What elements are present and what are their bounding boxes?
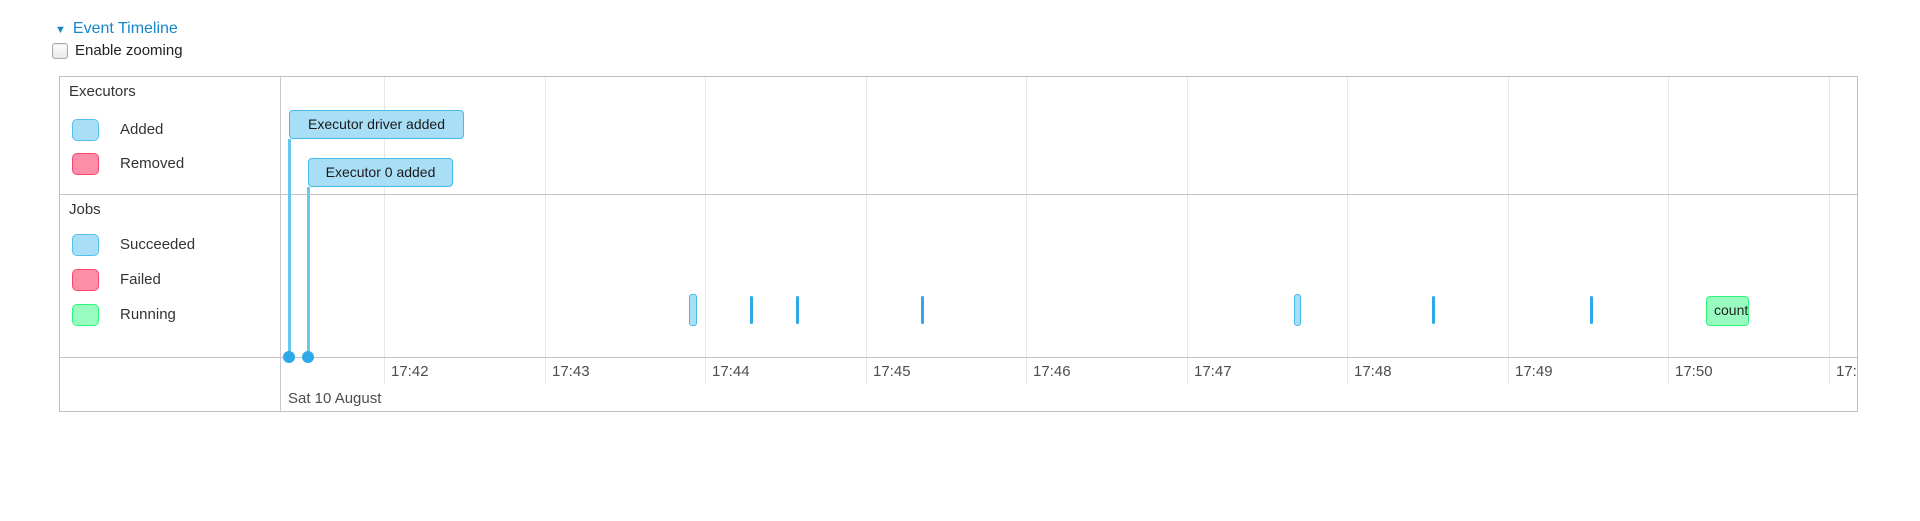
time-tick-label: 17:49 <box>1515 363 1553 380</box>
executor-event-box[interactable]: Executor 0 added <box>308 158 453 187</box>
axis-line <box>60 357 1857 358</box>
time-gridline <box>1829 77 1830 384</box>
enable-zooming-label: Enable zooming <box>75 42 183 59</box>
legend-swatch-added <box>72 119 99 141</box>
time-gridline <box>1347 77 1348 384</box>
time-gridline <box>384 77 385 384</box>
legend-section-title: Jobs <box>69 201 101 218</box>
enable-zooming-control[interactable]: Enable zooming <box>52 42 183 59</box>
legend-label-running: Running <box>120 306 176 323</box>
legend-swatch-removed <box>72 153 99 175</box>
enable-zooming-checkbox[interactable] <box>52 42 68 59</box>
legend-swatch-running <box>72 304 99 326</box>
job-event-range[interactable] <box>689 294 697 326</box>
date-major-label: Sat 10 August <box>288 390 382 407</box>
event-timeline-toggle[interactable]: ▼ Event Timeline <box>55 20 178 38</box>
collapse-arrow-icon: ▼ <box>55 23 66 36</box>
job-event-point[interactable] <box>1432 296 1435 324</box>
time-gridline <box>866 77 867 384</box>
time-tick-label: 17:50 <box>1675 363 1713 380</box>
time-tick-label: 17:45 <box>873 363 911 380</box>
time-tick-label: 17:44 <box>712 363 750 380</box>
legend-swatch-succeeded <box>72 234 99 256</box>
job-event-range[interactable] <box>1294 294 1301 326</box>
job-event-running[interactable]: count <box>1706 296 1749 326</box>
legend-swatch-failed <box>72 269 99 291</box>
time-tick-label: 17:48 <box>1354 363 1392 380</box>
executor-event-line <box>307 187 310 357</box>
executor-event-line <box>288 139 291 357</box>
legend-label-added: Added <box>120 121 164 138</box>
job-event-point[interactable] <box>750 296 753 324</box>
time-gridline <box>1187 77 1188 384</box>
time-gridline <box>545 77 546 384</box>
time-gridline <box>1026 77 1027 384</box>
executor-event-dot[interactable] <box>302 351 314 363</box>
time-tick-label: 17:47 <box>1194 363 1232 380</box>
executor-event-box[interactable]: Executor driver added <box>289 110 464 139</box>
time-tick-label: 17:51 <box>1836 363 1857 380</box>
legend-label-failed: Failed <box>120 271 161 288</box>
executor-event-dot[interactable] <box>283 351 295 363</box>
legend-label-removed: Removed <box>120 155 185 172</box>
job-event-point[interactable] <box>796 296 799 324</box>
time-tick-label: 17:42 <box>391 363 429 380</box>
job-event-point[interactable] <box>1590 296 1593 324</box>
time-tick-label: 17:46 <box>1033 363 1071 380</box>
timeline-chart: Executors Added Removed Jobs Succeeded Failed… <box>59 76 1858 412</box>
legend-divider <box>280 77 281 411</box>
group-divider <box>60 194 1857 195</box>
time-gridline <box>1508 77 1509 384</box>
job-event-point[interactable] <box>921 296 924 324</box>
legend-label-succeeded: Succeeded <box>120 236 196 253</box>
time-gridline <box>705 77 706 384</box>
time-gridline <box>1668 77 1669 384</box>
time-tick-label: 17:43 <box>552 363 590 380</box>
event-timeline-title: Event Timeline <box>72 20 178 37</box>
legend-section-title: Executors <box>69 83 136 100</box>
